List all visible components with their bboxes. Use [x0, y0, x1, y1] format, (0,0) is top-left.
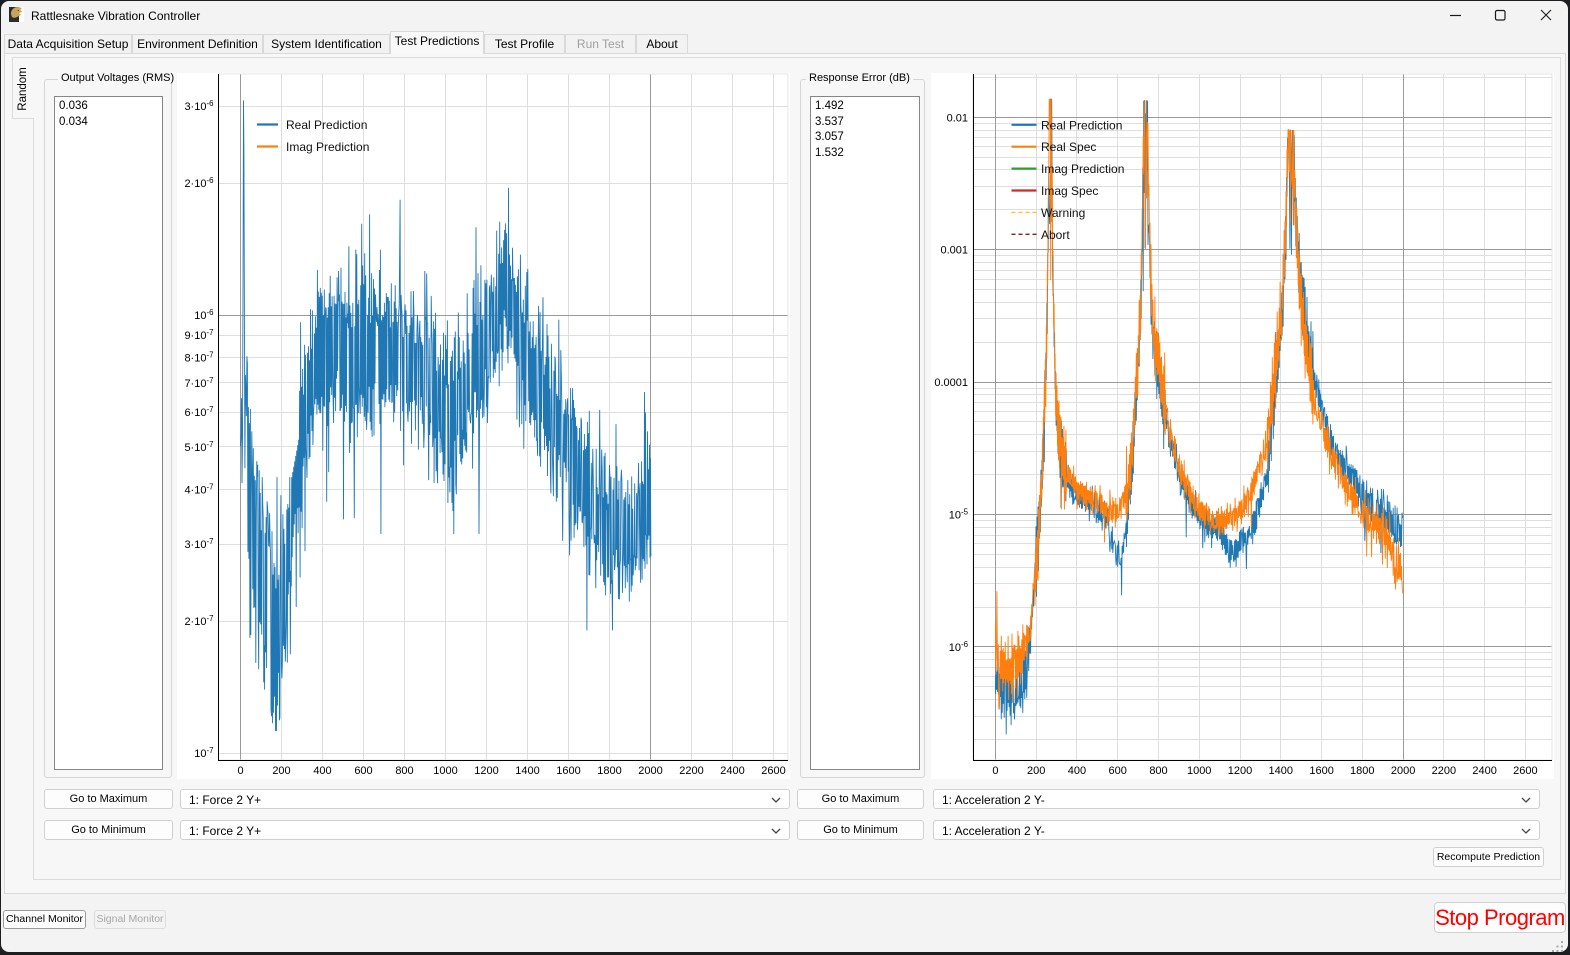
svg-text:2400: 2400	[720, 765, 744, 777]
svg-text:2400: 2400	[1472, 765, 1496, 777]
svg-text:3·10-7: 3·10-7	[184, 537, 213, 551]
svg-text:Real Spec: Real Spec	[1041, 140, 1096, 154]
svg-text:1600: 1600	[556, 765, 580, 777]
svg-text:5·10-7: 5·10-7	[184, 440, 213, 454]
svg-text:Abort: Abort	[1041, 228, 1070, 242]
svg-text:400: 400	[1068, 765, 1086, 777]
svg-text:800: 800	[1149, 765, 1167, 777]
svg-text:400: 400	[313, 765, 331, 777]
svg-text:2200: 2200	[1432, 765, 1456, 777]
svg-text:1400: 1400	[1269, 765, 1293, 777]
svg-text:Imag Prediction: Imag Prediction	[1041, 162, 1124, 176]
svg-text:Imag Spec: Imag Spec	[1041, 184, 1098, 198]
svg-text:200: 200	[272, 765, 290, 777]
svg-text:0: 0	[992, 765, 998, 777]
svg-text:1400: 1400	[515, 765, 539, 777]
svg-text:Real Prediction: Real Prediction	[286, 118, 367, 132]
svg-text:7·10-7: 7·10-7	[184, 376, 213, 390]
svg-text:9·10-7: 9·10-7	[184, 328, 213, 342]
svg-text:Imag Prediction: Imag Prediction	[286, 140, 369, 154]
svg-text:1200: 1200	[474, 765, 498, 777]
svg-text:0.001: 0.001	[940, 245, 968, 257]
svg-text:600: 600	[354, 765, 372, 777]
svg-text:2600: 2600	[1513, 765, 1537, 777]
svg-text:0: 0	[237, 765, 243, 777]
svg-text:1800: 1800	[1350, 765, 1374, 777]
svg-text:0.01: 0.01	[947, 112, 968, 124]
svg-text:2600: 2600	[761, 765, 785, 777]
svg-text:1200: 1200	[1228, 765, 1252, 777]
svg-text:200: 200	[1027, 765, 1045, 777]
svg-text:1000: 1000	[433, 765, 457, 777]
svg-text:Warning: Warning	[1041, 206, 1085, 220]
svg-text:800: 800	[395, 765, 413, 777]
svg-text:0.0001: 0.0001	[934, 377, 968, 389]
svg-text:4·10-7: 4·10-7	[184, 482, 213, 496]
svg-text:600: 600	[1109, 765, 1127, 777]
svg-text:1800: 1800	[597, 765, 621, 777]
svg-text:8·10-7: 8·10-7	[184, 350, 213, 364]
svg-text:2200: 2200	[679, 765, 703, 777]
svg-text:6·10-7: 6·10-7	[184, 405, 213, 419]
svg-text:2·10-7: 2·10-7	[184, 614, 213, 628]
svg-text:1600: 1600	[1309, 765, 1333, 777]
svg-text:Real Prediction: Real Prediction	[1041, 118, 1122, 132]
svg-text:2000: 2000	[1391, 765, 1415, 777]
svg-text:2000: 2000	[638, 765, 662, 777]
svg-text:1000: 1000	[1187, 765, 1211, 777]
